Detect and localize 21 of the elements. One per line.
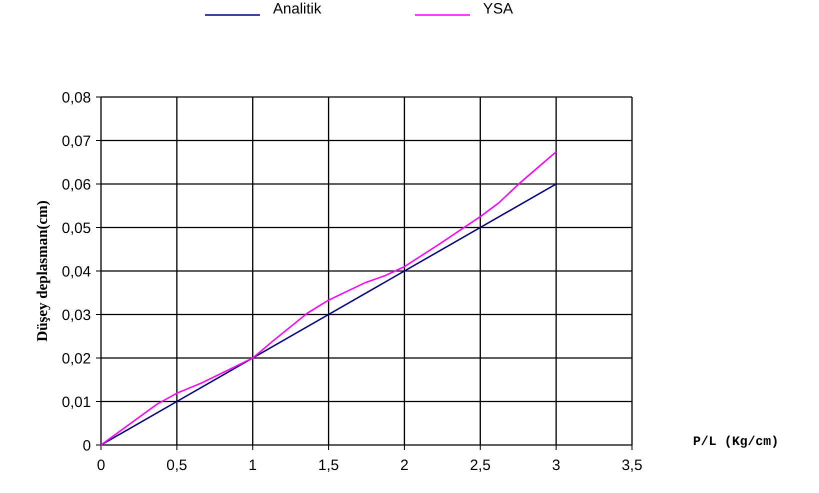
x-tick-label: 1,5 <box>318 457 339 474</box>
x-tick-label: 2 <box>400 457 409 474</box>
x-tick-label: 3 <box>552 457 560 474</box>
x-tick-label: 0,5 <box>166 457 188 474</box>
y-tick-label: 0,01 <box>62 394 91 411</box>
x-tick-label: 3,5 <box>622 457 642 474</box>
y-axis-title: Düşey deplasman(cm) <box>35 200 51 342</box>
x-tick-label: 1 <box>248 457 257 474</box>
y-tick-label: 0,08 <box>62 89 91 106</box>
x-tick-label: 2,5 <box>470 457 491 474</box>
y-tick-label: 0,05 <box>62 220 91 237</box>
y-tick-label: 0,03 <box>62 306 91 324</box>
legend-label: Analitik <box>273 0 322 18</box>
x-tick-label: 0 <box>96 457 106 474</box>
y-tick-label: 0 <box>82 437 91 454</box>
y-tick-label: 0,06 <box>62 176 91 194</box>
legend-label: YSA <box>483 0 514 18</box>
y-tick-label: 0,07 <box>62 132 91 150</box>
y-tick-label: 0,02 <box>62 350 91 368</box>
x-axis-title: P/L (Kg/cm) <box>693 434 779 449</box>
y-tick-label: 0,04 <box>62 263 91 280</box>
